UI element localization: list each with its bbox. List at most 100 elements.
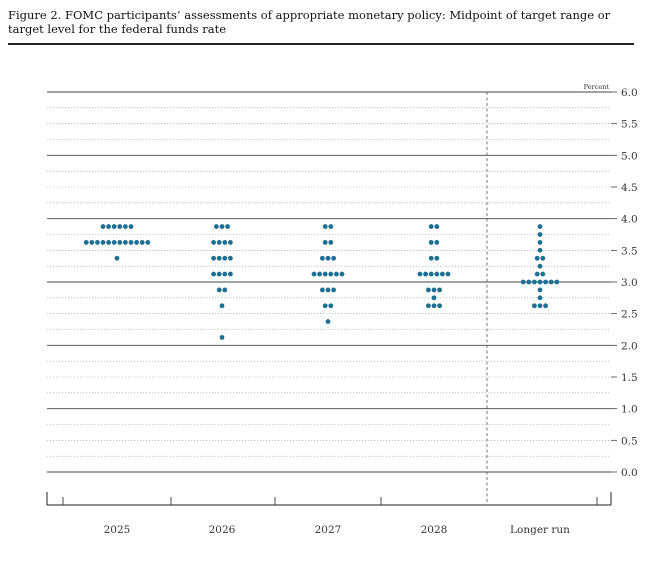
participant-dot	[537, 232, 543, 237]
participant-dot	[100, 224, 106, 229]
participant-dot	[328, 224, 334, 229]
participant-dot	[320, 255, 325, 261]
participant-dot	[434, 240, 440, 245]
participant-dot	[534, 271, 540, 277]
participant-dot	[128, 240, 134, 245]
participant-dot	[325, 287, 331, 293]
participant-dot	[211, 271, 217, 277]
participant-dot	[537, 279, 543, 285]
gridlines	[47, 91, 611, 505]
participant-dot	[334, 271, 339, 277]
participant-dot	[222, 240, 228, 245]
participant-dot	[322, 240, 328, 245]
participant-dot	[331, 255, 336, 261]
participant-dot	[320, 287, 325, 293]
participant-dot	[431, 287, 437, 293]
participant-dot	[322, 271, 328, 277]
participant-dot	[540, 255, 546, 261]
participant-dot	[428, 255, 434, 261]
participant-dot	[440, 271, 445, 277]
participant-dot	[100, 240, 106, 245]
participant-dot	[325, 255, 331, 261]
participant-dot	[537, 240, 543, 245]
participant-dot	[328, 271, 334, 277]
y-axis: 0.0 0.5 1.0 1.5 2.0 2.5 3.0 3.5 4.0 4.5 5.0 5.5 6.0	[611, 87, 638, 479]
participant-dot	[428, 271, 434, 277]
participant-dot	[428, 240, 434, 245]
x-category-label: 2025	[104, 524, 131, 536]
participant-dot	[431, 303, 437, 309]
participant-dot	[311, 271, 317, 277]
participant-dot	[526, 279, 532, 285]
participant-dot	[532, 303, 537, 309]
participant-dot	[434, 224, 440, 229]
participant-dot	[111, 240, 117, 245]
participant-dot	[216, 255, 222, 261]
participant-dot	[339, 271, 345, 277]
participant-dot	[426, 303, 431, 309]
participant-dot	[537, 303, 543, 309]
participant-dot	[543, 303, 548, 309]
figure-title: Figure 2. FOMC participants’ assessments…	[8, 8, 611, 36]
participant-dot	[540, 271, 546, 277]
y-tick-label: 6.0	[621, 87, 638, 99]
participant-dot	[554, 279, 560, 285]
participant-dot	[325, 319, 331, 324]
participant-dot	[434, 255, 440, 261]
participant-dot	[431, 295, 437, 301]
x-category-label: 2028	[421, 524, 448, 536]
x-category-label: 2027	[315, 524, 342, 536]
participant-dot	[228, 240, 233, 245]
participant-dot	[123, 240, 128, 245]
y-tick-label: 1.0	[621, 404, 638, 416]
participant-dot	[106, 240, 111, 245]
participant-dot	[423, 271, 428, 277]
participant-dot	[89, 240, 95, 245]
participant-dot	[228, 255, 233, 261]
y-tick-label: 0.5	[621, 435, 638, 447]
participant-dot	[111, 224, 117, 229]
participant-dot	[537, 287, 543, 293]
y-tick-label: 5.0	[621, 150, 638, 162]
participant-dot	[219, 303, 225, 309]
participant-dot	[417, 271, 423, 277]
participant-dot	[520, 279, 526, 285]
y-tick-label: 3.0	[621, 277, 638, 289]
unit-label: Percent	[584, 83, 610, 91]
participant-dot	[426, 287, 431, 293]
participant-dot	[434, 271, 440, 277]
y-tick-label: 4.5	[621, 182, 638, 194]
participant-dot	[211, 240, 217, 245]
participant-dot	[328, 303, 334, 309]
x-category-label: Longer run	[510, 524, 570, 536]
participant-dot	[331, 287, 336, 293]
participant-dot	[428, 224, 434, 229]
participant-dot	[228, 271, 233, 277]
x-axis: 2025 2026 2027 2028 Longer run	[46, 492, 612, 536]
x-category-label: 2026	[209, 524, 236, 536]
participant-dot	[437, 303, 442, 309]
title-rule	[8, 43, 634, 45]
participant-dot	[216, 271, 222, 277]
participant-dot	[222, 287, 228, 293]
participant-dot	[128, 224, 134, 229]
y-tick-label: 2.0	[621, 340, 638, 352]
participant-dot	[106, 224, 111, 229]
participant-dot	[123, 224, 128, 229]
participant-dot	[534, 255, 540, 261]
y-tick-label: 3.5	[621, 245, 638, 257]
y-tick-label: 4.0	[621, 214, 638, 226]
participant-dot	[548, 279, 554, 285]
participant-dot	[532, 279, 537, 285]
y-tick-label: 1.5	[621, 372, 638, 384]
participant-dot	[445, 271, 451, 277]
participant-dot	[216, 240, 222, 245]
participant-dot	[219, 335, 225, 340]
participant-dot	[211, 255, 217, 261]
participant-dot	[214, 224, 219, 229]
participant-dot	[83, 240, 89, 245]
participant-dot	[134, 240, 140, 245]
participant-dot	[537, 263, 543, 269]
dots	[83, 224, 560, 340]
